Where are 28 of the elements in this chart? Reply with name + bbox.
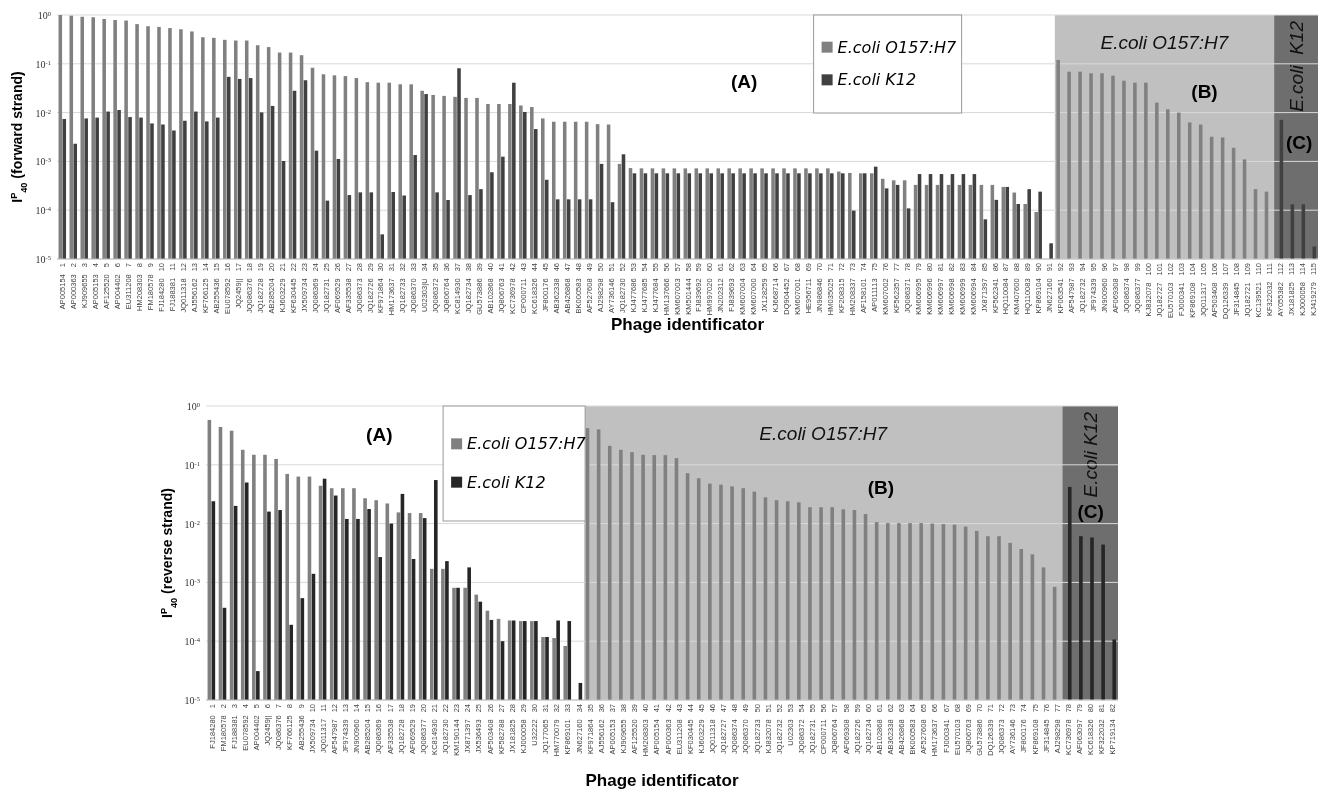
y-tick-label: 10$^{-4}$ [184, 635, 201, 648]
y-tick-label: 10$^{-2}$ [35, 107, 51, 119]
band-label: E.coli K12 [1080, 411, 1102, 498]
legend-label: E.coli K12 [467, 472, 546, 492]
annotation: (C) [1285, 132, 1313, 154]
annotation: (B) [867, 477, 895, 499]
y-tick-label: 10$^{-3}$ [184, 576, 200, 589]
y-tick-label: 10$^{-3}$ [35, 155, 51, 168]
y-tick-label: 10$^{-5}$ [35, 253, 51, 265]
y-tick-label: 10$^{-5}$ [184, 694, 200, 706]
legend-label: E.coli O157:H7 [467, 434, 587, 454]
x-axis-title: Phage identificator [585, 771, 739, 790]
annotation: (A) [731, 71, 758, 93]
legend-label: E.coli K12 [837, 70, 917, 90]
legend-label: E.coli O157:H7 [837, 37, 957, 57]
band-label: E.coli K12 [1286, 20, 1308, 112]
x-axis-title: Phage identificator [610, 315, 765, 334]
y-tick-label: 10$^{-2}$ [184, 518, 200, 530]
y-tick-label: 10$^{0}$ [37, 9, 51, 21]
y-tick-label: 10$^{0}$ [186, 400, 200, 412]
annotation: (B) [1191, 80, 1218, 102]
band-label: E.coli O157:H7 [1100, 32, 1230, 53]
y-tick-label: 10$^{-1}$ [35, 58, 51, 70]
y-tick-label: 10$^{-1}$ [184, 459, 200, 471]
annotation: (C) [1077, 500, 1104, 522]
y-tick-label: 10$^{-4}$ [35, 204, 52, 217]
band-label: E.coli O157:H7 [759, 423, 889, 444]
annotation: (A) [366, 424, 393, 446]
